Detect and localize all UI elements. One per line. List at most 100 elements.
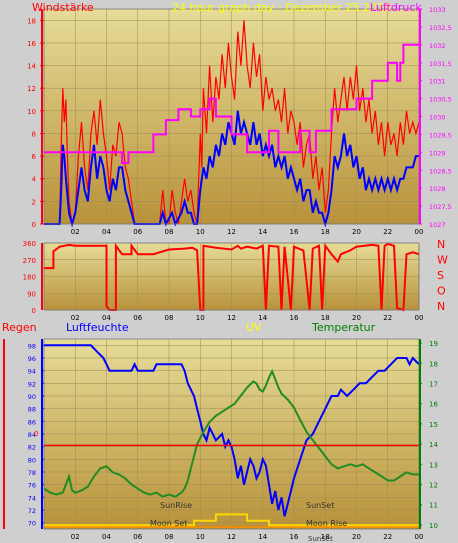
pressure-y-tick-label: 1028,5: [429, 167, 452, 175]
x-tick-label: 10: [196, 314, 205, 322]
x-tick-label: 22: [383, 314, 392, 322]
pressure-axis-label: Luftdruck: [370, 1, 422, 14]
moonset-annotation: Moon Set: [150, 519, 187, 528]
bottom-sunset-label: SunSet: [308, 535, 333, 543]
direction-y-tick-label: 180: [23, 274, 36, 282]
direction-y-tick-label: 360: [23, 240, 36, 248]
series-humidity: [44, 344, 420, 517]
x-tick-label: 20: [352, 228, 361, 236]
x-tick-label: 14: [258, 533, 267, 541]
temperature-y-tick-label: 16: [429, 401, 438, 409]
pressure-y-tick-label: 1032: [429, 42, 446, 50]
wind-y-tick-label: 12: [27, 85, 36, 93]
x-tick-label: 20: [352, 314, 361, 322]
wind-y-tick-label: 16: [27, 40, 36, 48]
x-tick-label: 08: [165, 533, 174, 541]
wind-axis-label: Windstärke: [32, 1, 94, 14]
temperature-y-tick-label: 12: [429, 482, 438, 490]
series-avg: [44, 110, 419, 228]
x-tick-label: 10: [196, 533, 205, 541]
x-tick-label: 16: [290, 228, 299, 236]
x-tick-label: 12: [227, 314, 236, 322]
humidity-y-tick-label: 84: [28, 431, 36, 439]
compass-letter: S: [437, 269, 444, 282]
compass-letter: O: [437, 285, 446, 298]
x-tick-label: 02: [71, 228, 80, 236]
compass-letter: N: [437, 238, 445, 251]
humidity-y-tick-label: 94: [28, 368, 36, 376]
rain-label: Regen: [2, 321, 37, 334]
wind-y-tick-label: 8: [32, 130, 36, 138]
x-tick-label: 20: [352, 533, 361, 541]
x-tick-label: 06: [133, 314, 142, 322]
wind-y-tick-label: 10: [27, 108, 36, 116]
series-gust: [44, 20, 420, 225]
humidity-y-tick-label: 70: [28, 520, 36, 528]
direction-y-tick-label: 90: [27, 290, 36, 298]
plot-frame: [43, 242, 420, 311]
pressure-y-tick-label: 1027: [429, 221, 446, 229]
uv-label: UV: [246, 321, 262, 334]
x-tick-label: 16: [290, 533, 299, 541]
x-tick-label: 18: [321, 228, 330, 236]
x-tick-label: 04: [102, 228, 111, 236]
x-tick-label: 00: [415, 314, 424, 322]
wind-y-tick-label: 4: [32, 176, 37, 184]
pressure-y-tick-label: 1031: [429, 78, 446, 86]
temperature-y-tick-label: 14: [429, 441, 438, 449]
temperature-y-tick-label: 19: [429, 340, 438, 348]
temperature-y-tick-label: 13: [429, 461, 438, 469]
humidity-y-tick-label: 78: [28, 469, 36, 477]
temperature-y-tick-label: 17: [429, 380, 438, 388]
x-tick-label: 14: [258, 228, 267, 236]
wind-y-tick-label: 0: [32, 221, 36, 229]
temperature-y-tick-label: 18: [429, 360, 438, 368]
x-tick-label: 16: [290, 314, 299, 322]
humidity-y-tick-label: 96: [28, 355, 36, 363]
humidity-y-tick-label: 90: [28, 393, 36, 401]
pressure-y-tick-label: 1027,5: [429, 203, 452, 211]
humidity-y-tick-label: 88: [28, 406, 36, 414]
series-pressure: [44, 43, 419, 165]
humidity-y-tick-label: 82: [28, 444, 36, 452]
x-tick-label: 12: [227, 533, 236, 541]
pressure-y-tick-label: 1030: [429, 114, 446, 122]
temperature-y-tick-label: 10: [429, 522, 438, 530]
pressure-y-tick-label: 1030,5: [429, 96, 452, 104]
pressure-y-tick-label: 1028: [429, 185, 446, 193]
x-tick-label: 22: [383, 533, 392, 541]
humidity-y-tick-label: 72: [28, 507, 36, 515]
x-tick-label: 02: [71, 314, 80, 322]
x-tick-label: 22: [383, 228, 392, 236]
x-tick-label: 18: [321, 533, 330, 541]
series-uv: [44, 513, 419, 527]
humidity-y-tick-label: 76: [28, 482, 36, 490]
pressure-y-tick-label: 1029,5: [429, 131, 452, 139]
x-tick-label: 08: [165, 314, 174, 322]
humidity-y-tick-label: 80: [28, 456, 36, 464]
humidity-label: Luftfeuchte: [66, 321, 129, 334]
temperature-y-tick-label: 15: [429, 421, 438, 429]
sunrise-annotation: SunRise: [160, 501, 192, 510]
x-tick-label: 14: [258, 314, 267, 322]
compass-letter: N: [437, 300, 445, 313]
temperature-y-tick-label: 11: [429, 502, 438, 510]
temperature-label: Temperatur: [311, 321, 376, 334]
x-tick-label: 10: [196, 228, 205, 236]
rain-zero-tick: 0: [34, 430, 38, 438]
humidity-y-tick-label: 86: [28, 418, 36, 426]
humidity-y-tick-label: 92: [28, 380, 36, 388]
x-tick-label: 06: [133, 533, 142, 541]
chart-title: 24 hour graph day - Dezember 25 2015: [172, 1, 391, 14]
series-temperature: [43, 368, 419, 498]
compass-letter: W: [437, 254, 448, 267]
direction-y-tick-label: 270: [23, 257, 36, 265]
wind-y-tick-label: 2: [32, 198, 36, 206]
x-tick-label: 00: [415, 533, 424, 541]
pressure-y-tick-label: 1031,5: [429, 60, 452, 68]
humidity-y-tick-label: 74: [28, 494, 36, 502]
humidity-y-tick-label: 98: [28, 342, 36, 350]
wind-y-tick-label: 18: [27, 17, 36, 25]
direction-y-tick-label: 0: [32, 307, 36, 315]
